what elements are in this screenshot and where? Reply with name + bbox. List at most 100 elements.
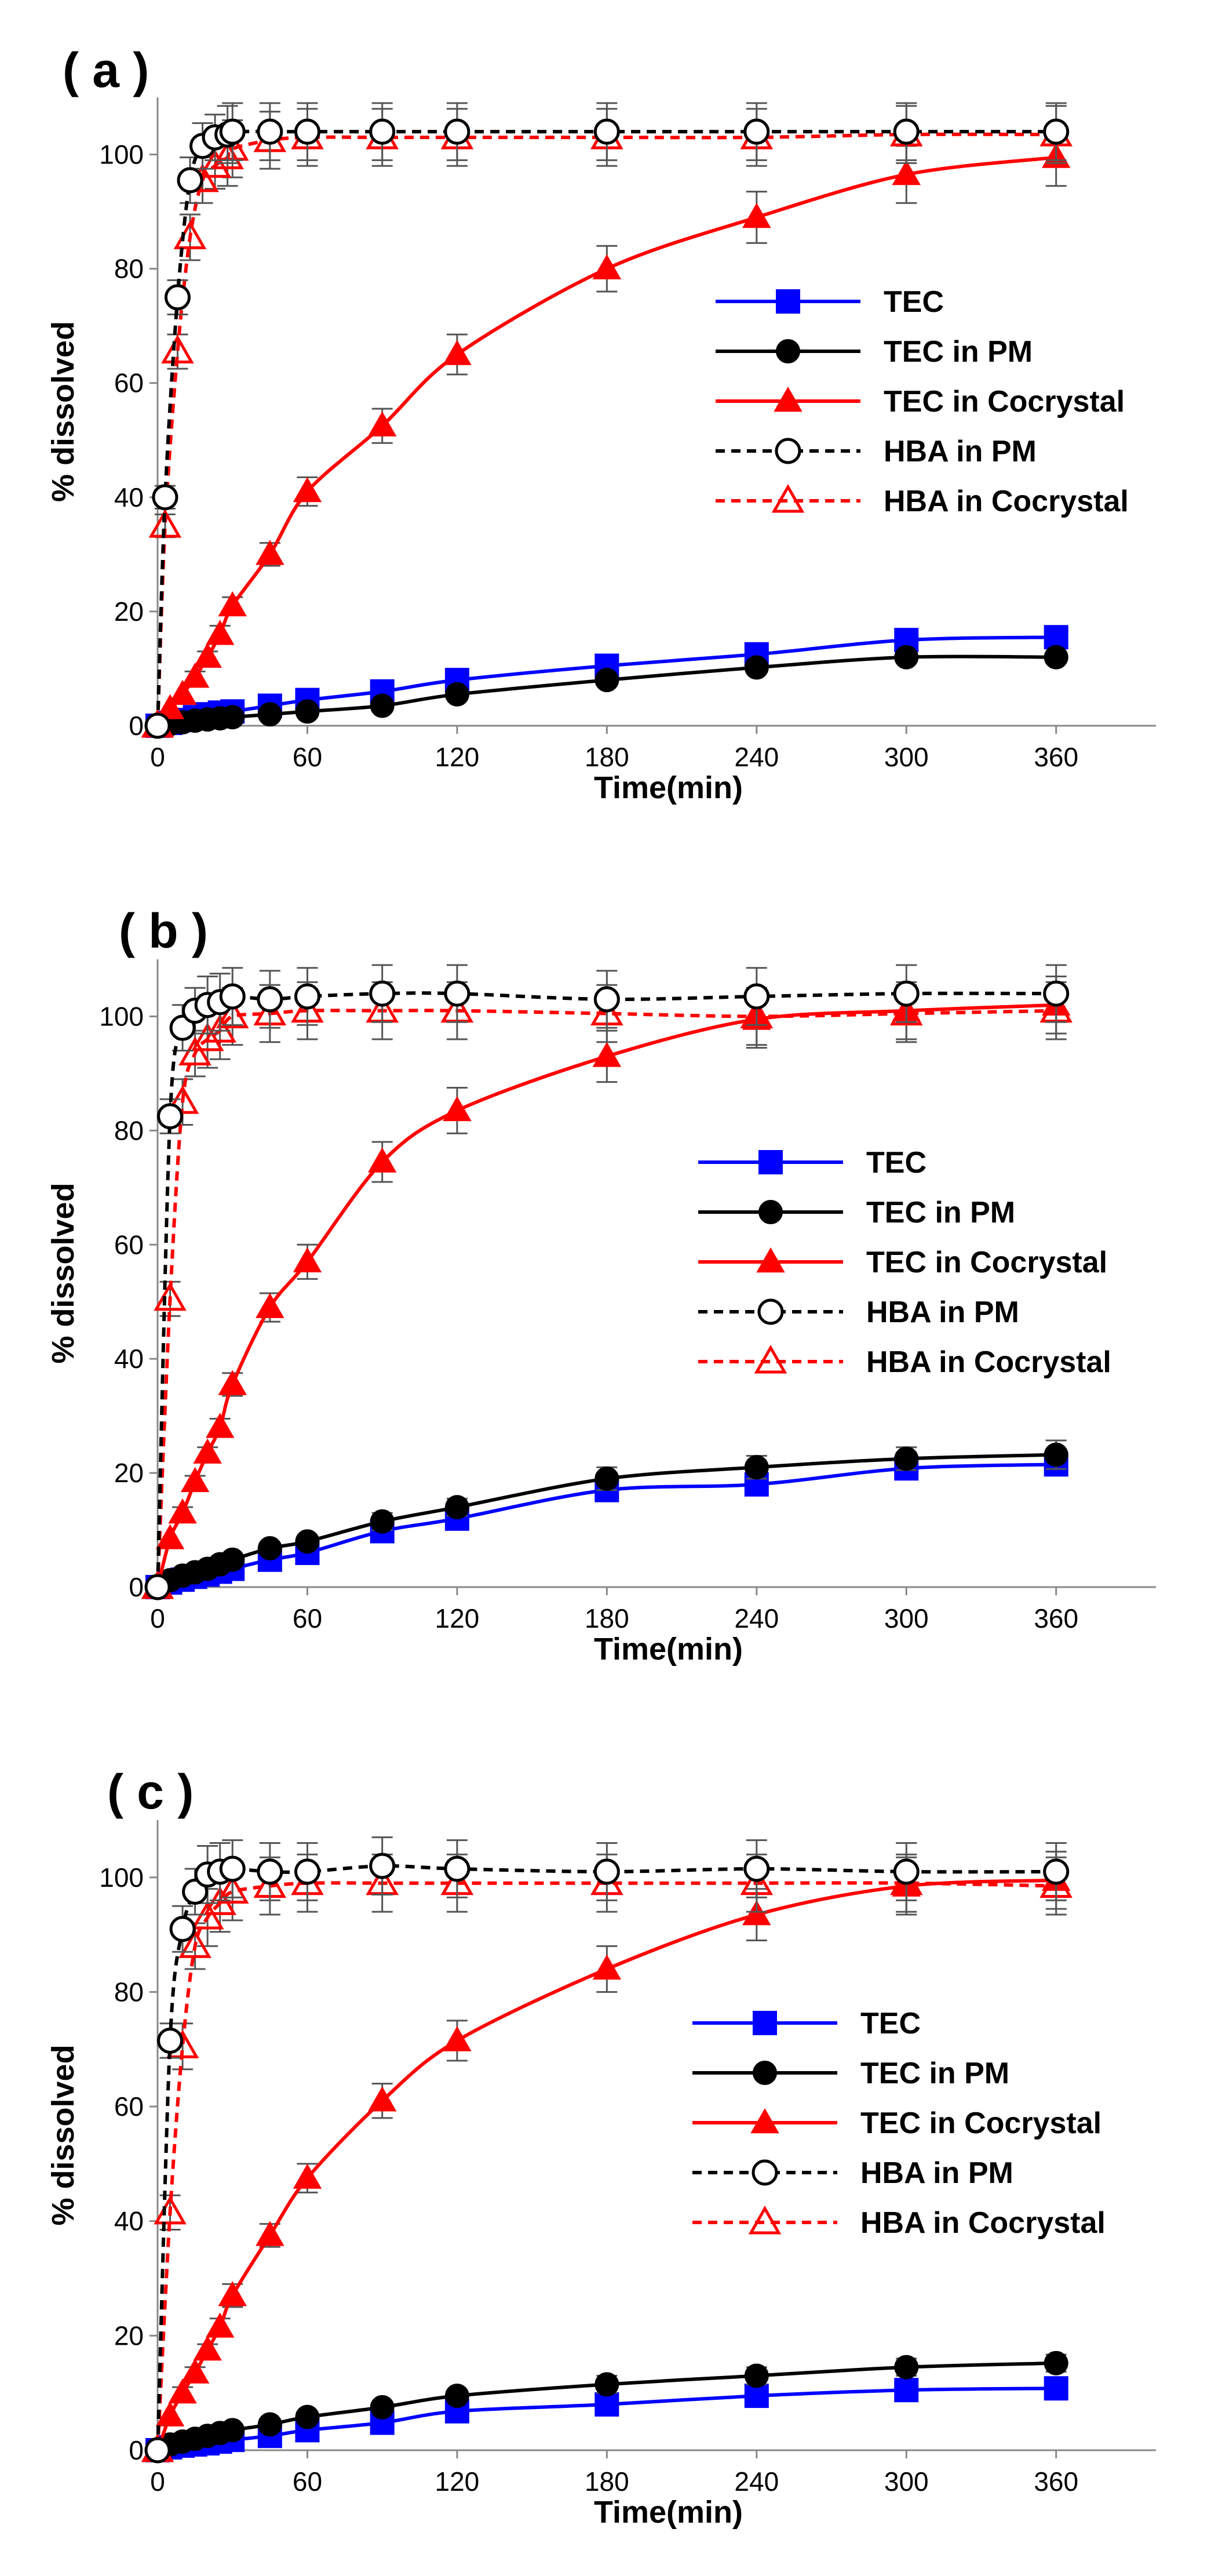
data-point xyxy=(169,1014,196,1041)
x-tick-label: 360 xyxy=(1034,2466,1078,2497)
data-point xyxy=(157,2027,184,2054)
x-tick-label: 180 xyxy=(585,742,629,772)
data-point xyxy=(219,118,246,145)
data-point xyxy=(155,694,185,719)
y-tick-label: 60 xyxy=(114,2091,144,2122)
data-point xyxy=(294,983,320,1010)
legend-entry: TEC xyxy=(692,2007,921,2040)
data-point xyxy=(256,1293,284,1318)
data-point xyxy=(594,1466,619,1491)
data-point xyxy=(293,2163,322,2189)
x-axis-title: Time(min) xyxy=(594,1632,743,1667)
data-point xyxy=(218,2281,247,2306)
data-point xyxy=(1044,625,1068,650)
data-point xyxy=(198,149,232,178)
x-tick-label: 300 xyxy=(884,742,929,772)
x-tick-label: 240 xyxy=(734,1603,779,1633)
data-point xyxy=(180,1467,210,1493)
y-tick-label: 40 xyxy=(114,482,144,512)
chart-panel-2: ( b ) 0 20 40 60 80 100 0 60 120 180 240 300 360 Time(… xyxy=(46,904,1156,1667)
legend-marker xyxy=(775,438,801,464)
data-point xyxy=(180,2358,210,2384)
data-point xyxy=(157,1103,184,1130)
x-tick-label: 180 xyxy=(585,1603,629,1633)
data-point xyxy=(367,411,397,436)
data-point xyxy=(443,2026,472,2051)
y-tick-label: 80 xyxy=(114,1115,144,1145)
legend-entry: TEC in PM xyxy=(692,2057,1009,2090)
data-point xyxy=(889,996,923,1026)
x-axis-title: Time(min) xyxy=(594,2495,743,2530)
data-point xyxy=(742,1900,771,1926)
series-line xyxy=(156,129,1056,726)
legend-marker xyxy=(776,339,800,363)
data-point xyxy=(444,682,469,707)
series-tec-in-cocrystal xyxy=(143,976,1071,1598)
data-point xyxy=(894,2378,919,2403)
data-point xyxy=(594,2392,619,2417)
y-tick-label: 0 xyxy=(129,2435,144,2465)
legend: TEC TEC in PM TEC in Cocrystal HBA in PM HBA… xyxy=(698,1146,1111,1379)
series-hba-in-pm xyxy=(144,1836,1070,2464)
y-tick-label: 80 xyxy=(114,254,144,284)
legend-marker xyxy=(748,2205,782,2235)
data-point xyxy=(177,167,203,194)
legend-entry: TEC in PM xyxy=(698,1196,1015,1229)
data-point xyxy=(894,645,919,670)
legend-label: HBA in Cocrystal xyxy=(866,1345,1111,1379)
series-tec-in-pm xyxy=(145,2351,1068,2462)
y-tick-label: 40 xyxy=(114,2206,144,2236)
legend-entry: TEC in Cocrystal xyxy=(692,2106,1101,2140)
data-point xyxy=(191,1900,224,1930)
x-tick-label: 0 xyxy=(150,1603,165,1633)
legend-entry: HBA in PM xyxy=(716,435,1037,468)
data-point xyxy=(592,1954,622,1980)
x-tick-label: 180 xyxy=(585,2466,629,2497)
panel-label: ( b ) xyxy=(119,904,208,958)
y-tick-label: 60 xyxy=(114,1229,144,1260)
x-tick-label: 240 xyxy=(734,742,779,772)
legend-label: HBA in PM xyxy=(866,1296,1019,1329)
legend-marker xyxy=(776,289,800,314)
legend-marker xyxy=(753,2061,777,2085)
x-tick-label: 120 xyxy=(435,1603,480,1633)
data-point xyxy=(220,1547,245,1572)
data-point xyxy=(205,2312,235,2338)
legend-marker xyxy=(756,1247,785,1273)
data-point xyxy=(742,202,771,228)
data-point xyxy=(182,1879,209,1905)
data-point xyxy=(594,2372,619,2397)
data-point xyxy=(216,999,249,1028)
y-tick-label: 0 xyxy=(129,1572,144,1602)
data-point xyxy=(744,2363,769,2388)
legend: TEC TEC in PM TEC in Cocrystal HBA in PM HBA… xyxy=(692,2007,1106,2240)
data-point xyxy=(152,484,178,511)
y-tick-label: 100 xyxy=(99,140,144,170)
y-tick-label: 80 xyxy=(114,1977,144,2007)
series-line xyxy=(156,132,1056,726)
x-tick-label: 0 xyxy=(150,742,165,772)
data-point xyxy=(203,1014,236,1043)
series-hba-in-pm xyxy=(144,102,1070,739)
x-tick-label: 240 xyxy=(734,2466,779,2497)
y-tick-label: 40 xyxy=(114,1344,144,1374)
data-point xyxy=(370,1509,395,1534)
data-point xyxy=(257,986,283,1013)
data-point xyxy=(444,1495,469,1520)
data-point xyxy=(594,668,619,693)
legend-label: TEC in Cocrystal xyxy=(884,385,1125,419)
data-point xyxy=(744,655,769,680)
x-tick-label: 60 xyxy=(293,2466,322,2497)
y-tick-label: 100 xyxy=(99,1862,144,1893)
legend-entry: TEC in PM xyxy=(716,335,1033,369)
data-point xyxy=(169,1916,196,1942)
data-point xyxy=(155,2401,185,2426)
data-point xyxy=(593,986,620,1013)
data-point xyxy=(193,2335,222,2361)
data-point xyxy=(205,1413,235,1438)
data-point xyxy=(193,1438,222,1464)
chart-panel-1: ( a ) 0 20 40 60 80 100 0 60 120 180 240 300 360 Time(… xyxy=(46,43,1156,805)
data-point xyxy=(166,1085,199,1114)
y-axis-title: % dissolved xyxy=(46,2044,81,2225)
data-point xyxy=(592,1042,622,1067)
